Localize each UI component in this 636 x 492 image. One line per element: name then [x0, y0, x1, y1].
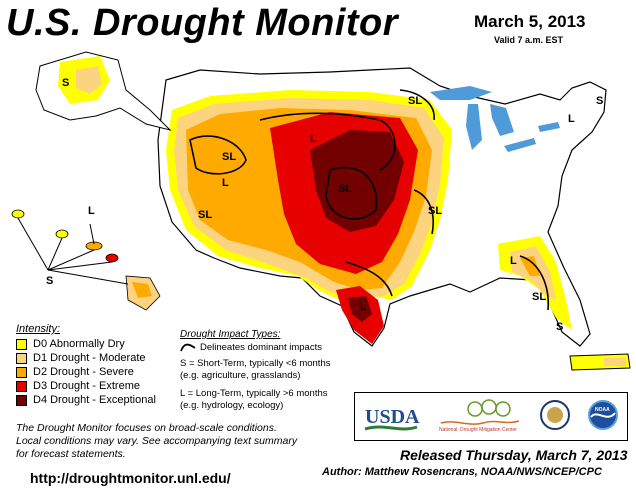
legend-label-d4: D4 Drought - Exceptional — [33, 394, 156, 406]
legend-label-d1: D1 Drought - Moderate — [33, 352, 146, 364]
impact-short-2: (e.g. agriculture, grasslands) — [180, 370, 301, 381]
disclaimer-line-2: Local conditions may vary. See accompany… — [16, 435, 298, 447]
legend-item-d0: D0 Abnormally Dry — [16, 338, 125, 350]
website-link[interactable]: http://droughtmonitor.unl.edu/ — [30, 470, 231, 486]
hawaii-big-island-d2 — [132, 282, 152, 298]
label-s-maine: S — [596, 95, 603, 107]
disclaimer-line-3: for forecast statements. — [16, 448, 126, 460]
lake-superior — [430, 86, 492, 100]
ndmc-label-2: Drought Mitigation Center — [460, 427, 517, 433]
texas-d4 — [348, 296, 372, 322]
legend-item-d4: D4 Drought - Exceptional — [16, 394, 156, 406]
label-s-florida: S — [556, 321, 563, 333]
usda-logo: USDA — [365, 406, 420, 428]
author: Author: Matthew Rosencrans, NOAA/NWS/NCE… — [322, 466, 602, 478]
legend-item-d1: D1 Drought - Moderate — [16, 352, 146, 364]
legend-title: Intensity: — [16, 323, 61, 335]
label-sl-east: SL — [428, 205, 442, 217]
page-title: U.S. Drought Monitor — [6, 2, 399, 44]
label-s-alaska: S — [62, 77, 69, 89]
legend-swatch-d3 — [16, 380, 27, 392]
label-l-1: L — [222, 177, 229, 189]
label-l-2: L — [310, 133, 317, 145]
hawaii-island-1 — [11, 209, 25, 219]
valid-time: Valid 7 a.m. EST — [494, 35, 564, 45]
hawaii-island-4 — [105, 253, 119, 263]
legend-swatch-d4 — [16, 394, 27, 406]
usda-swoosh-icon — [364, 425, 418, 431]
ndmc-label-1: National — [439, 427, 457, 433]
label-sl-north: SL — [408, 95, 422, 107]
alaska-d1 — [76, 66, 102, 94]
label-sl-sw: SL — [198, 209, 212, 221]
legend-swatch-d1 — [16, 352, 27, 364]
lake-ontario — [538, 122, 560, 132]
legend-label-d0: D0 Abnormally Dry — [33, 338, 125, 350]
impact-delineates: Delineates dominant impacts — [200, 342, 322, 353]
d4-region — [310, 130, 404, 232]
label-l-tx: L — [360, 301, 367, 313]
label-l-ne: L — [568, 113, 575, 125]
disclaimer-line-1: The Drought Monitor focuses on broad-sca… — [16, 422, 277, 434]
impact-short-1: S = Short-Term, typically <6 months — [180, 358, 331, 369]
impact-title: Drought Impact Types: — [180, 329, 281, 340]
map-date: March 5, 2013 — [474, 12, 586, 31]
legend-swatch-d0 — [16, 338, 27, 350]
legend-item-d2: D2 Drought - Severe — [16, 366, 134, 378]
hawaii-island-2 — [55, 229, 69, 239]
ndmc-tree-icon — [440, 399, 520, 425]
lake-erie — [504, 138, 536, 152]
label-sl-se: SL — [532, 291, 546, 303]
label-s-hawaii: S — [46, 275, 53, 287]
released-date: Released Thursday, March 7, 2013 — [400, 447, 628, 463]
southeast-d2 — [520, 256, 540, 276]
label-sl-central: SL — [338, 183, 352, 195]
impact-line-icon — [180, 343, 196, 352]
commerce-seal-center-icon — [547, 407, 563, 423]
noaa-label: NOAA — [595, 407, 610, 413]
legend-label-d2: D2 Drought - Severe — [33, 366, 134, 378]
legend-item-d3: D3 Drought - Extreme — [16, 380, 140, 392]
label-sl-west: SL — [222, 151, 236, 163]
legend-label-d3: D3 Drought - Extreme — [33, 380, 140, 392]
label-l-hawaii: L — [88, 205, 95, 217]
partner-logos: USDA National Drought Mitigation Center … — [354, 392, 628, 441]
puerto-rico-d1 — [604, 358, 626, 366]
impact-boundaries — [189, 89, 550, 311]
impact-long-2: (e.g. hydrology, ecology) — [180, 400, 284, 411]
legend-swatch-d2 — [16, 366, 27, 378]
label-l-se: L — [510, 255, 517, 267]
impact-long-1: L = Long-Term, typically >6 months — [180, 388, 328, 399]
lake-huron — [490, 104, 514, 136]
lake-michigan — [466, 104, 482, 150]
hawaii-pointer-lines — [17, 217, 129, 285]
logo-strip: USDA National Drought Mitigation Center … — [364, 399, 618, 433]
disclaimer: The Drought Monitor focuses on broad-sca… — [16, 422, 346, 461]
